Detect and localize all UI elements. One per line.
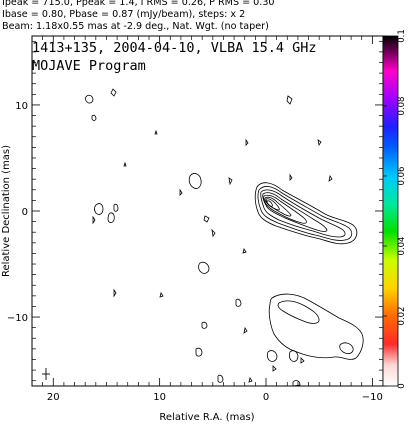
contour-island <box>245 138 249 146</box>
contour-island <box>179 188 183 196</box>
x-tick-label: 10 <box>153 392 166 403</box>
beam-marker <box>42 368 50 380</box>
contour-island <box>211 228 216 238</box>
x-tick-label: −10 <box>362 392 383 403</box>
colorbar-ticks: 0 0.02 0.04 0.06 0.08 0.1 <box>383 29 407 389</box>
contour-lower-knot <box>339 342 354 355</box>
plot-frame <box>31 35 384 387</box>
contour-island <box>188 173 202 189</box>
contour-island <box>110 88 117 97</box>
contour-island <box>84 94 94 104</box>
contour-core-1 <box>254 182 358 245</box>
contour-island <box>154 129 158 135</box>
x-axis-label: Relative R.A. (mas) <box>159 412 254 423</box>
y-tick-label: 10 <box>15 101 28 112</box>
contour-island <box>228 177 233 186</box>
contour-island <box>94 203 104 215</box>
contour-island <box>242 248 247 254</box>
contour-island <box>243 326 248 334</box>
contour-island <box>123 161 127 167</box>
contour-core-5 <box>263 194 307 224</box>
colorbar-tick-label: 0.04 <box>397 237 407 256</box>
contour-island <box>217 374 224 383</box>
contour-island <box>201 321 208 329</box>
y-tick-label: 0 <box>22 207 28 218</box>
contour-island <box>288 350 299 362</box>
contour-island <box>300 357 305 364</box>
contour-lines <box>84 88 364 387</box>
contour-island <box>289 173 293 181</box>
contour-island <box>292 380 301 387</box>
contour-island <box>203 215 210 223</box>
contour-core-2 <box>257 186 353 241</box>
header-line-1: Ipeak = 715.0, Ppeak = 1.4, I RMS = 0.26… <box>2 0 275 8</box>
colorbar-tick-label: 0.06 <box>397 167 407 186</box>
colorbar-tick-label: 0.02 <box>397 307 407 326</box>
contour-island <box>113 203 119 212</box>
plot-subtitle: MOJAVE Program <box>32 58 146 74</box>
y-tick-label: −10 <box>7 313 28 324</box>
contour-lower-inner <box>277 300 320 324</box>
x-axis-ticks: 20 10 0 −10 <box>42 36 383 403</box>
contour-island <box>107 212 115 223</box>
contour-island <box>92 215 96 225</box>
contour-island <box>266 350 278 362</box>
contour-island <box>113 288 117 298</box>
contour-island <box>317 139 322 147</box>
contour-core-3 <box>260 189 346 238</box>
contour-island <box>235 298 242 307</box>
colorbar-tick-label: 0 <box>397 383 407 388</box>
contour-core-8 <box>266 200 273 207</box>
x-tick-label: 0 <box>263 392 269 403</box>
y-axis-label: Relative Declination (mas) <box>1 145 12 277</box>
contour-island <box>286 95 293 105</box>
contour-island <box>91 114 97 121</box>
colorbar <box>382 35 399 387</box>
header-line-3: Beam: 1.18x0.55 mas at -2.9 deg., Nat. W… <box>2 21 269 32</box>
y-axis-ticks: 10 0 −10 <box>7 40 383 382</box>
colorbar-tick-label: 0.08 <box>397 97 407 116</box>
contour-core-4 <box>262 192 328 232</box>
colorbar-tick-label: 0.1 <box>397 29 407 43</box>
contour-island <box>272 365 277 372</box>
contour-island <box>328 174 333 182</box>
contour-island <box>248 377 253 383</box>
header-line-2: Ibase = 0.80, Pbase = 0.87 (mJy/beam), s… <box>2 9 246 20</box>
contour-island <box>195 347 203 357</box>
contour-lower-outer <box>268 293 364 360</box>
contour-island <box>159 292 164 298</box>
plot-title: 1413+135, 2004-04-10, VLBA 15.4 GHz <box>32 40 317 56</box>
x-tick-label: 20 <box>47 392 60 403</box>
contour-island <box>198 261 210 274</box>
